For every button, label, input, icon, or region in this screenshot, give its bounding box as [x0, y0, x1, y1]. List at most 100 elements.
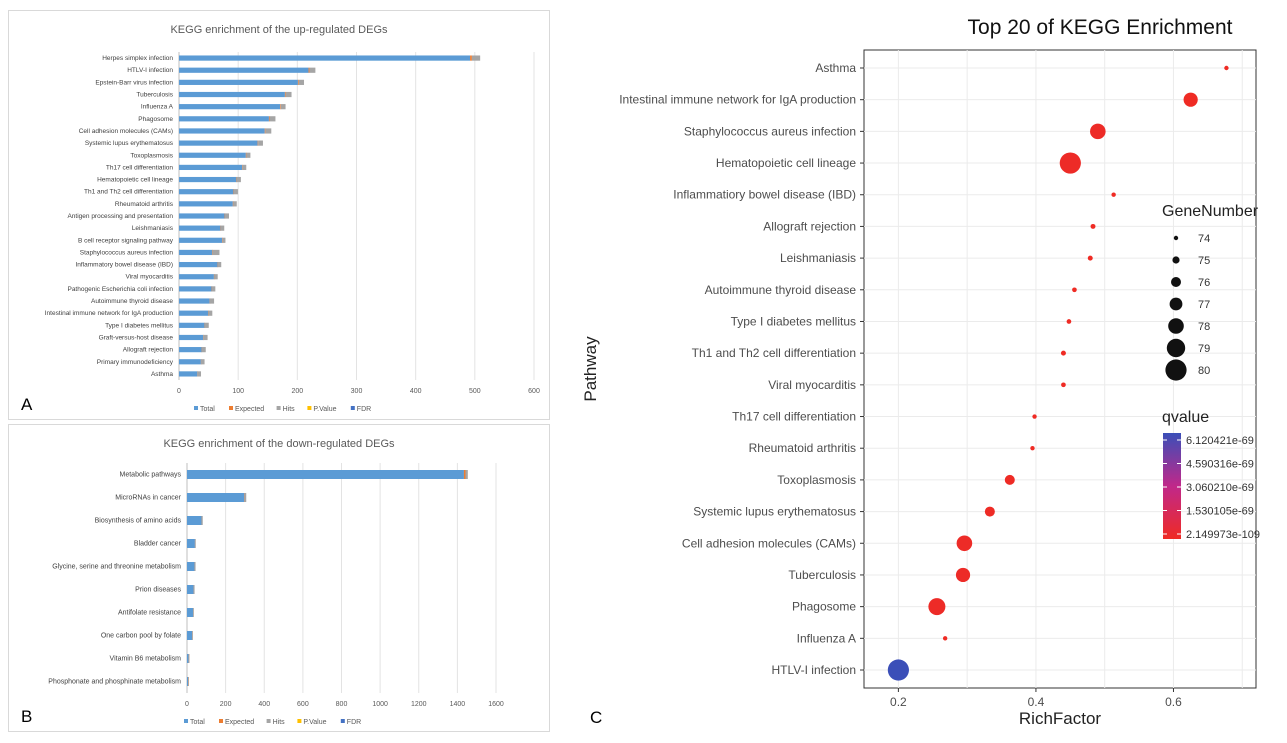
bar-total: [179, 347, 202, 353]
color-legend-title: qvalue: [1162, 409, 1209, 426]
bar-hits: [194, 562, 196, 571]
color-legend-label: 4.590316e-69: [1186, 459, 1254, 471]
panel-a-label: A: [21, 395, 33, 414]
bar-total: [179, 79, 298, 85]
bar-total: [179, 116, 269, 122]
category-label: Epstein-Barr virus infection: [95, 79, 173, 86]
bar-hits: [193, 585, 195, 594]
legend-swatch: [194, 406, 198, 410]
bar-total: [179, 371, 198, 377]
pathway-label: Toxoplasmosis: [777, 473, 856, 487]
bar-hits: [201, 347, 206, 353]
category-label: Asthma: [151, 371, 173, 378]
bar-hits: [236, 176, 241, 183]
legend-swatch: [184, 719, 188, 723]
y-axis-label: Pathway: [581, 336, 600, 402]
category-label: Type I diabetes mellitus: [105, 322, 174, 329]
size-legend-dot: [1169, 297, 1183, 311]
bar-total: [179, 334, 204, 341]
pathway-label: Type I diabetes mellitus: [731, 314, 856, 328]
x-tick-label: 100: [232, 388, 244, 395]
bar-total: [179, 152, 246, 158]
bar-total: [179, 104, 281, 110]
bar-total: [179, 274, 214, 280]
bar-hits: [197, 371, 202, 377]
size-legend-label: 74: [1198, 233, 1210, 245]
bar-total: [179, 261, 218, 268]
bar-hits: [217, 261, 222, 268]
category-label: Intestinal immune network for IgA produc…: [45, 310, 174, 317]
bar-expected: [308, 67, 310, 73]
bar-total: [187, 516, 202, 525]
bar-hits: [188, 654, 190, 663]
size-legend-label: 77: [1198, 299, 1210, 311]
category-label: Phagosome: [138, 116, 173, 123]
down-regulated-bar-chart: KEGG enrichment of the down-regulated DE…: [48, 438, 504, 726]
size-legend-label: 80: [1198, 365, 1210, 377]
size-legend-dot: [1166, 338, 1186, 358]
bar-total: [187, 562, 195, 571]
data-point: [928, 598, 946, 616]
bar-expected: [297, 79, 299, 85]
bar-expected: [242, 164, 243, 171]
x-tick-label: 400: [410, 388, 422, 395]
bar-hits: [193, 608, 194, 617]
pathway-label: Phagosome: [792, 600, 856, 614]
pathway-label: HTLV-I infection: [772, 663, 856, 677]
size-legend-label: 79: [1198, 343, 1210, 355]
bar-expected: [268, 116, 270, 122]
x-tick-label: 1000: [372, 701, 388, 708]
category-label: Phosphonate and phosphinate metabolism: [48, 679, 181, 686]
category-label: Glycine, serine and threonine metabolism: [52, 564, 181, 571]
bar-hits: [194, 539, 196, 548]
bar-hits: [258, 140, 263, 146]
bar-total: [187, 493, 245, 502]
color-legend-bar: [1163, 433, 1181, 539]
category-label: Staphylococcus aureus infection: [80, 249, 174, 256]
category-label: Leishmaniasis: [132, 225, 174, 232]
size-legend-dot: [1171, 277, 1181, 287]
pathway-label: Inflammatiory bowel disease (IBD): [673, 188, 856, 202]
category-label: Antigen processing and presentation: [67, 213, 173, 220]
data-point: [956, 535, 973, 552]
panel-b-label: B: [21, 707, 33, 726]
bar-hits: [212, 249, 220, 256]
bar-total: [179, 91, 285, 98]
pathway-label: Tuberculosis: [788, 568, 856, 582]
bar-hits: [246, 152, 251, 158]
data-point: [1066, 319, 1072, 324]
legend-swatch: [266, 719, 271, 723]
bar-total: [179, 310, 208, 316]
data-point: [1224, 65, 1229, 71]
bar-total: [179, 140, 258, 146]
pathway-label: Influenza A: [797, 631, 856, 645]
x-tick-label: 0: [185, 701, 189, 708]
data-point: [1004, 474, 1015, 485]
chart-title: KEGG enrichment of the down-regulated DE…: [163, 438, 395, 450]
pathway-label: Intestinal immune network for IgA produc…: [619, 93, 856, 107]
category-label: Herpes simplex infection: [102, 55, 173, 62]
bar-expected: [280, 104, 281, 110]
bar-total: [187, 539, 195, 548]
x-tick-label: 500: [469, 388, 481, 395]
legend-label: FDR: [347, 719, 361, 726]
bar-total: [179, 201, 233, 207]
category-label: Antifolate resistance: [118, 610, 181, 617]
bar-hits: [209, 298, 215, 304]
panel-c-label: C: [590, 708, 603, 727]
bar-expected: [236, 176, 237, 183]
bar-hits: [233, 189, 238, 195]
category-label: Influenza A: [141, 104, 174, 111]
legend-swatch: [219, 719, 223, 723]
pathway-label: Asthma: [815, 61, 856, 75]
kegg-bubble-chart: Top 20 of KEGG Enrichment 0.2 0.4 0.6 RichFa…: [581, 16, 1260, 728]
x-tick-label: 0.6: [1165, 695, 1182, 709]
panel-a: KEGG enrichment of the up-regulated DEGs…: [8, 10, 550, 420]
data-point: [984, 506, 995, 517]
bar-hits: [471, 55, 481, 61]
color-legend-label: 1.530105e-69: [1186, 506, 1254, 518]
bar-expected: [233, 189, 235, 195]
bar-hits: [203, 334, 208, 341]
bar-expected: [284, 91, 286, 98]
color-legend-label: 2.149973e-109: [1186, 529, 1260, 541]
